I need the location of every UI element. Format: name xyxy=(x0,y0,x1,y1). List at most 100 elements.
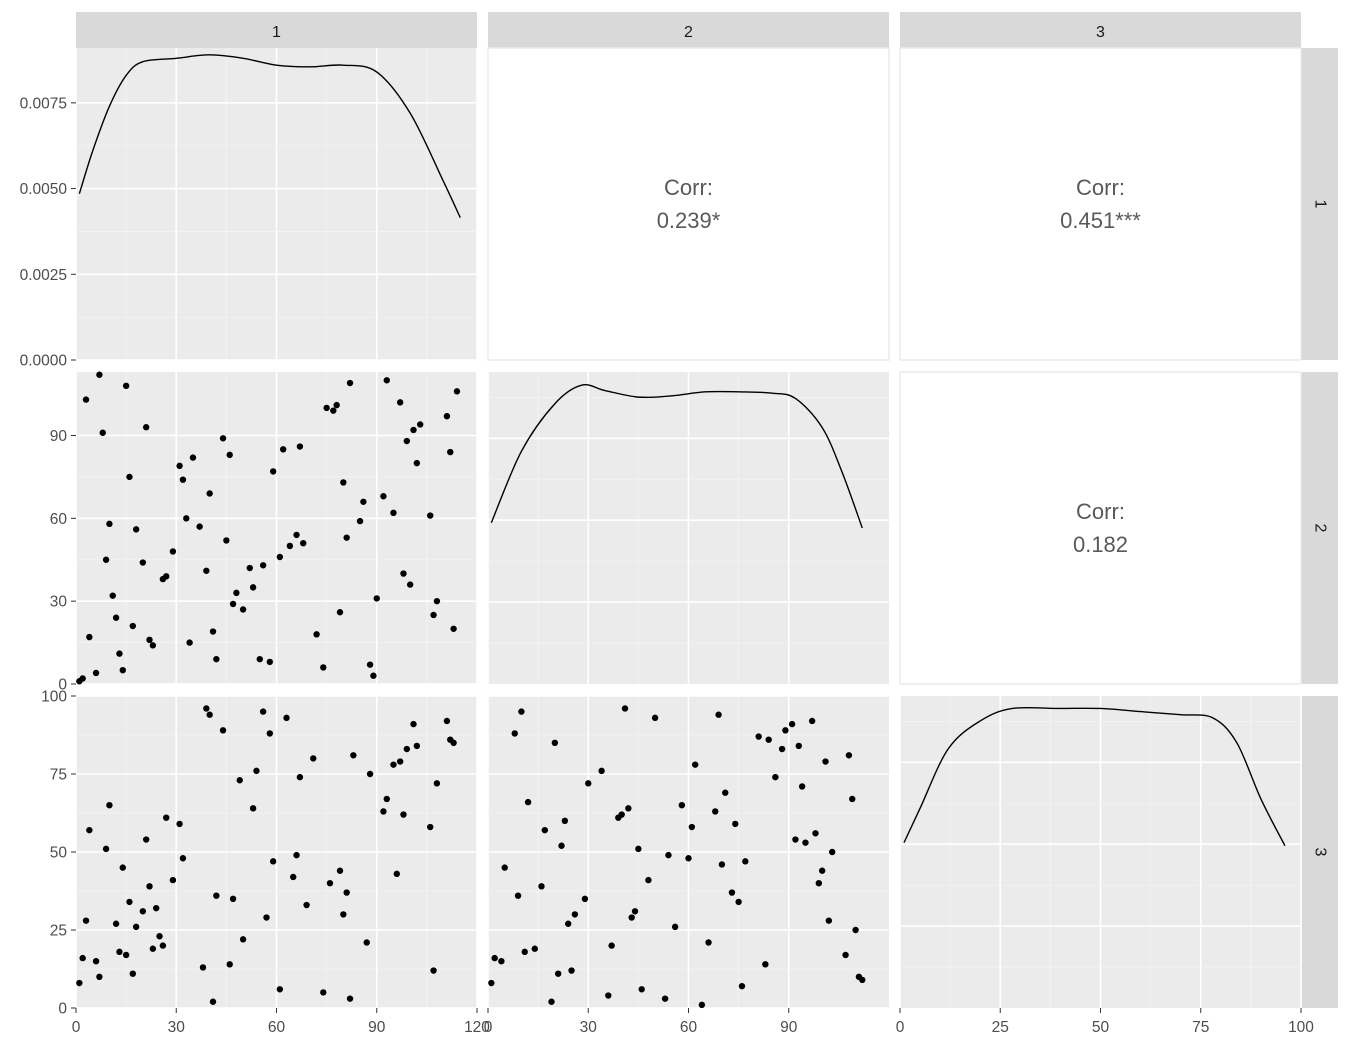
scatter-point xyxy=(146,883,153,890)
scatter-point xyxy=(772,773,779,781)
scatter-point xyxy=(363,939,370,946)
scatter-point xyxy=(330,407,337,414)
scatter-point xyxy=(541,826,549,834)
scatter-point xyxy=(403,437,411,445)
scatter-point xyxy=(249,805,257,812)
scatter-point xyxy=(755,733,762,740)
corr-label-1-3: Corr: xyxy=(1076,175,1125,200)
scatter-point xyxy=(206,490,213,497)
scatter-point xyxy=(360,498,367,505)
scatter-point xyxy=(279,446,287,453)
scatter-point xyxy=(383,795,390,803)
scatter-point xyxy=(106,520,113,528)
scatter-point xyxy=(427,823,434,831)
y-tick-label: 50 xyxy=(50,845,68,862)
scatter-point xyxy=(551,739,559,746)
scatter-point xyxy=(433,780,441,787)
corr-value-1-3: 0.451*** xyxy=(1060,208,1141,233)
scatter-point xyxy=(366,770,374,778)
scatter-point xyxy=(608,942,615,949)
scatter-point xyxy=(849,795,856,803)
scatter-point xyxy=(213,655,220,663)
scatter-point xyxy=(828,848,836,856)
scatter-point xyxy=(219,727,227,734)
x-tick-label: 0 xyxy=(72,1019,81,1036)
scatter-point xyxy=(226,451,233,459)
scatter-point xyxy=(531,945,538,952)
scatter-point xyxy=(209,998,217,1005)
x-tick-label: 120 xyxy=(464,1019,490,1036)
y-tick-label: 0 xyxy=(58,1001,67,1018)
scatter-point xyxy=(229,600,237,608)
scatter-point xyxy=(380,493,387,500)
scatter-point xyxy=(688,823,696,831)
scatter-point xyxy=(293,531,300,539)
scatter-point xyxy=(276,553,284,561)
scatter-point xyxy=(416,421,424,428)
scatter-point xyxy=(430,967,437,974)
scatter-point xyxy=(380,808,387,815)
scatter-point xyxy=(511,730,518,737)
y-tick-label: 0.0000 xyxy=(20,353,68,370)
scatter-point xyxy=(571,911,579,918)
scatter-point xyxy=(852,926,859,934)
y-tick-label: 0.0050 xyxy=(20,181,68,198)
scatter-point xyxy=(678,802,686,809)
scatter-point xyxy=(413,459,421,467)
scatter-point xyxy=(561,817,569,824)
scatter-point xyxy=(259,708,267,715)
scatter-point xyxy=(390,761,397,768)
scatter-point xyxy=(585,780,592,787)
scatter-point xyxy=(132,526,140,533)
scatter-point xyxy=(661,995,669,1002)
scatter-point xyxy=(859,976,866,984)
scatter-point xyxy=(156,933,163,940)
scatter-point xyxy=(276,986,284,993)
scatter-point xyxy=(336,867,344,874)
scatter-point xyxy=(514,892,522,899)
scatter-point xyxy=(450,625,457,632)
scatter-point xyxy=(102,845,110,853)
scatter-point xyxy=(116,948,123,956)
scatter-point xyxy=(718,861,726,868)
scatter-point xyxy=(263,914,270,921)
scatter-point xyxy=(410,426,417,434)
scatter-point xyxy=(366,661,374,668)
scatter-point xyxy=(199,964,207,971)
scatter-point xyxy=(795,742,802,750)
scatter-point xyxy=(628,914,635,921)
scatter-point xyxy=(635,845,642,853)
scatter-point xyxy=(498,958,505,965)
panel-2-3 xyxy=(899,371,1302,685)
scatter-point xyxy=(598,767,605,775)
scatter-point xyxy=(453,388,461,395)
x-tick-label: 60 xyxy=(680,1019,698,1036)
scatter-point xyxy=(223,537,230,544)
row-strip-1 xyxy=(1301,48,1338,360)
scatter-point xyxy=(186,639,193,646)
scatter-point xyxy=(169,876,177,884)
scatter-point xyxy=(266,658,274,666)
scatter-point xyxy=(79,954,86,962)
scatter-point xyxy=(782,727,789,734)
scatter-point xyxy=(618,811,625,818)
scatter-point xyxy=(340,911,347,918)
scatter-point xyxy=(236,777,243,784)
y-tick-label: 100 xyxy=(41,689,67,706)
scatter-point xyxy=(430,611,437,619)
scatter-point xyxy=(269,858,277,865)
scatter-point xyxy=(406,581,414,588)
scatter-point xyxy=(203,705,210,712)
scatter-point xyxy=(163,814,170,821)
x-tick-label: 90 xyxy=(780,1019,798,1036)
scatter-point xyxy=(126,898,133,906)
row-strip-label-2: 2 xyxy=(1311,524,1328,533)
y-tick-label: 90 xyxy=(50,428,68,445)
scatter-point xyxy=(665,851,672,859)
scatter-point xyxy=(524,798,532,806)
scatter-point xyxy=(76,979,83,987)
scatter-point xyxy=(132,923,140,931)
scatter-point xyxy=(179,476,187,483)
scatter-point xyxy=(249,584,257,591)
